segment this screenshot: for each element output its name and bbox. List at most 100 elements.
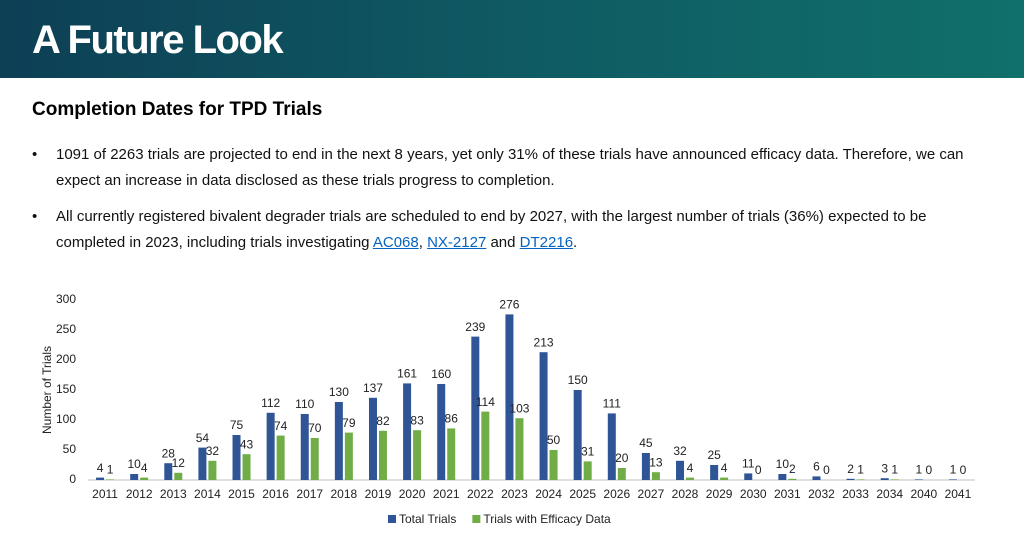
data-label: 276: [499, 298, 519, 312]
data-label: 4: [687, 461, 694, 475]
bar: [413, 430, 422, 480]
x-tick-label: 2023: [501, 487, 528, 501]
x-tick-label: 2012: [126, 487, 153, 501]
bar: [778, 474, 787, 480]
data-label: 20: [615, 451, 629, 465]
y-tick-label: 100: [56, 412, 76, 426]
data-label: 114: [476, 395, 495, 409]
bar: [471, 336, 480, 480]
bullet-text: and: [486, 234, 520, 251]
x-tick-label: 2020: [399, 487, 426, 501]
x-tick-label: 2024: [535, 487, 562, 501]
bullet-text: ,: [418, 234, 428, 251]
section-heading: Completion Dates for TPD Trials: [32, 99, 323, 120]
data-label: 137: [363, 381, 383, 395]
data-label: 54: [196, 431, 210, 445]
x-tick-label: 2021: [433, 487, 460, 501]
bar: [539, 352, 548, 480]
data-label: 6: [813, 460, 820, 474]
data-label: 13: [649, 455, 663, 469]
bullet-text: All currently registered bivalent degrad…: [56, 208, 927, 251]
bar: [174, 472, 183, 480]
data-label: 1: [915, 463, 922, 477]
data-label: 161: [397, 367, 417, 381]
bar: [846, 478, 855, 480]
bar: [276, 435, 285, 480]
bullet: All currently registered bivalent degrad…: [32, 204, 971, 256]
x-tick-label: 2022: [467, 487, 494, 501]
legend-label: Total Trials: [399, 512, 456, 526]
link[interactable]: NX-2127: [427, 234, 487, 251]
bar: [310, 438, 319, 480]
bar: [208, 460, 217, 480]
link[interactable]: DT2216: [519, 234, 574, 251]
y-axis-label: Number of Trials: [40, 346, 54, 434]
data-label: 4: [721, 461, 728, 475]
data-label: 239: [465, 320, 485, 334]
bar: [641, 453, 650, 480]
y-tick-label: 0: [69, 472, 76, 486]
bar: [140, 477, 149, 480]
y-tick-label: 300: [56, 292, 76, 306]
data-label: 75: [230, 418, 244, 432]
x-tick-label: 2033: [842, 487, 869, 501]
bar: [583, 461, 592, 480]
y-tick-label: 150: [56, 382, 76, 396]
bar: [437, 384, 446, 480]
x-tick-label: 2026: [603, 487, 630, 501]
x-tick-label: 2041: [945, 487, 972, 501]
x-tick-label: 2034: [876, 487, 903, 501]
bar: [266, 412, 275, 480]
x-tick-label: 2013: [160, 487, 187, 501]
data-label: 50: [547, 433, 561, 447]
bar: [720, 477, 729, 480]
bar: [607, 413, 616, 480]
x-tick-label: 2015: [228, 487, 255, 501]
data-label: 150: [568, 373, 588, 387]
data-label: 45: [639, 436, 653, 450]
bar: [242, 454, 251, 480]
x-tick-label: 2027: [638, 487, 665, 501]
data-label: 32: [206, 444, 220, 458]
data-label: 2: [789, 462, 796, 476]
bar: [948, 479, 957, 480]
bullet-text: 1091 of 2263 trials are projected to end…: [56, 146, 964, 189]
data-label: 1: [857, 463, 864, 477]
bar: [744, 473, 753, 480]
x-tick-label: 2025: [569, 487, 596, 501]
data-label: 213: [534, 335, 554, 349]
bar: [880, 478, 889, 480]
bar: [378, 430, 387, 480]
legend-label: Trials with Efficacy Data: [483, 512, 611, 526]
data-label: 10: [127, 457, 141, 471]
bar: [617, 468, 626, 480]
bar: [164, 463, 173, 480]
x-tick-label: 2016: [262, 487, 289, 501]
data-label: 0: [925, 463, 932, 477]
data-label: 130: [329, 385, 349, 399]
bar: [96, 477, 105, 480]
data-label: 1: [891, 463, 898, 477]
bar: [198, 447, 207, 480]
legend-swatch: [388, 515, 396, 523]
bar: [914, 479, 923, 480]
x-tick-label: 2017: [296, 487, 323, 501]
data-label: 32: [673, 444, 687, 458]
data-label: 160: [431, 367, 451, 381]
y-tick-label: 50: [63, 442, 77, 456]
bar: [890, 479, 899, 480]
bar: [573, 390, 582, 480]
data-label: 82: [376, 414, 390, 428]
legend-swatch: [472, 515, 481, 523]
link[interactable]: AC068: [372, 234, 419, 251]
bar: [686, 477, 695, 480]
y-tick-label: 200: [56, 352, 76, 366]
data-label: 10: [776, 457, 790, 471]
data-label: 12: [172, 456, 186, 470]
data-label: 3: [881, 461, 888, 475]
data-label: 112: [261, 396, 280, 410]
data-label: 4: [97, 461, 104, 475]
bullet-text: .: [573, 234, 578, 251]
bullet: 1091 of 2263 trials are projected to end…: [32, 142, 971, 194]
